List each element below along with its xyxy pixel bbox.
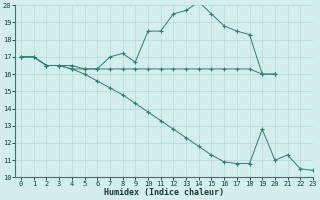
X-axis label: Humidex (Indice chaleur): Humidex (Indice chaleur) <box>104 188 224 197</box>
